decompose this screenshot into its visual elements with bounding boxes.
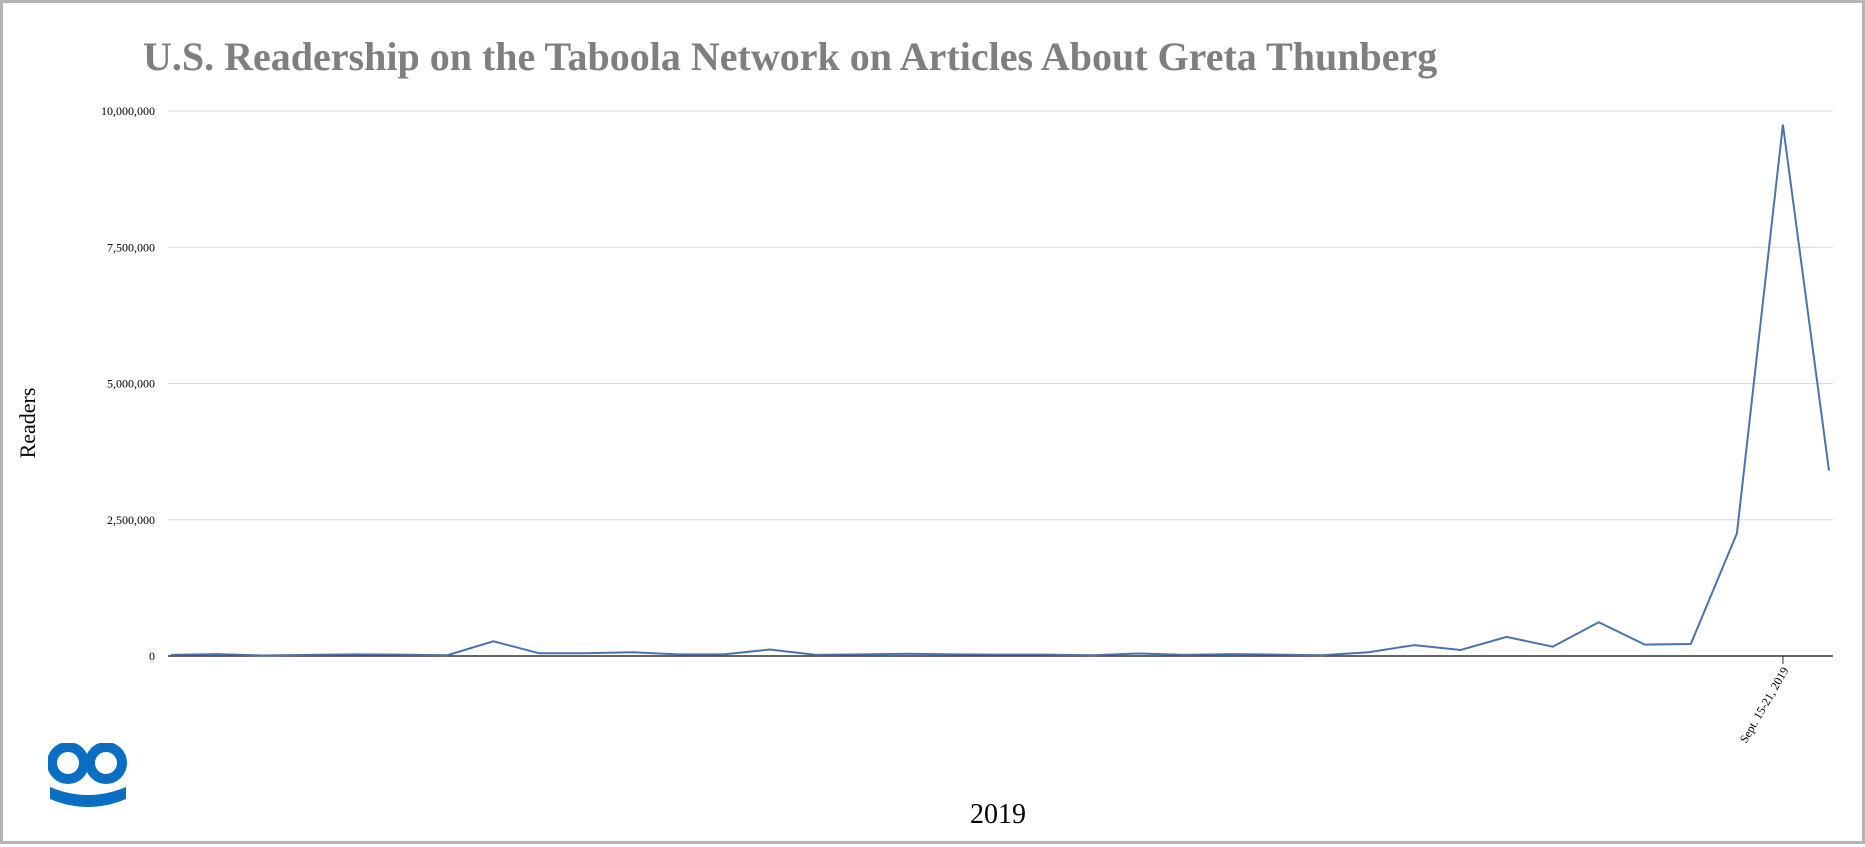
x-axis-ticks: Sept. 15-21, 2019 — [1737, 656, 1792, 745]
y-axis-label: Readers — [15, 388, 40, 459]
logo-right-eye — [85, 743, 127, 784]
y-axis-ticks: 0 2,500,000 5,000,000 7,500,000 10,000,000 — [101, 104, 155, 663]
y-tick-label: 10,000,000 — [101, 104, 155, 118]
taboola-logo — [48, 743, 127, 807]
logo-smile — [50, 787, 126, 807]
logo-left-eye — [48, 743, 89, 784]
y-tick-label: 7,500,000 — [107, 240, 155, 254]
y-tick-label: 5,000,000 — [107, 377, 155, 391]
chart-title: U.S. Readership on the Taboola Network o… — [143, 34, 1438, 79]
y-tick-label: 2,500,000 — [107, 513, 155, 527]
x-axis-label: 2019 — [970, 799, 1026, 830]
grid-lines — [168, 110, 1833, 521]
x-tick-label: Sept. 15-21, 2019 — [1737, 665, 1792, 746]
chart-plot: 0 2,500,000 5,000,000 7,500,000 10,000,000 S… — [15, 104, 1833, 830]
y-tick-label: 0 — [149, 649, 155, 663]
series-line — [170, 124, 1830, 657]
